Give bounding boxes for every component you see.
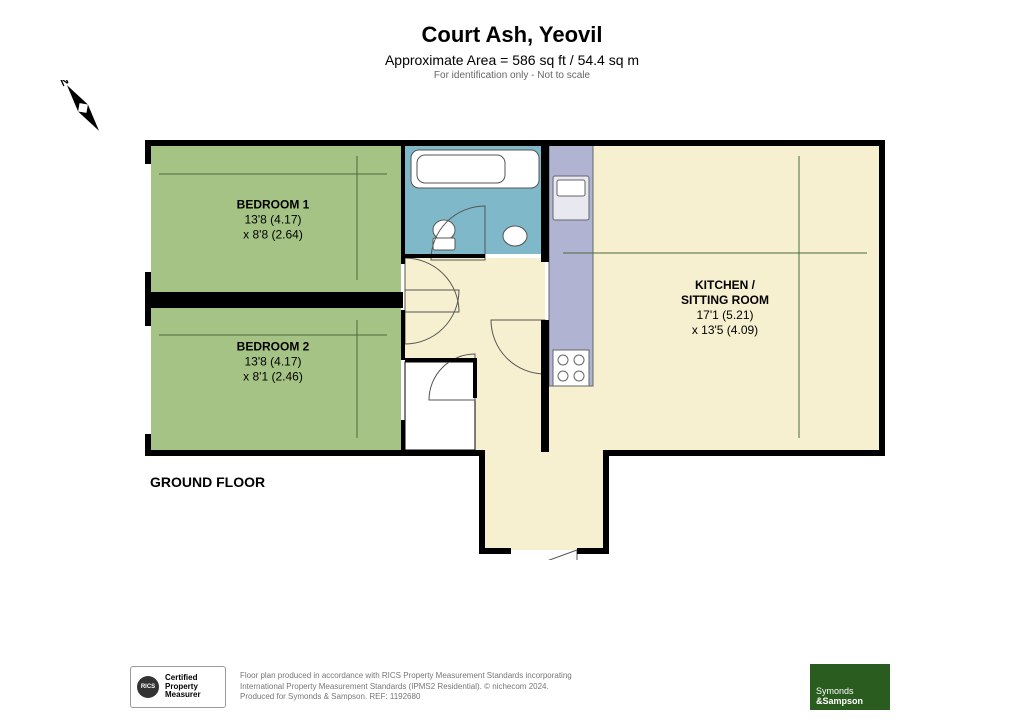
scale-note: For identification only - Not to scale xyxy=(0,70,1024,81)
page-title: Court Ash, Yeovil xyxy=(0,22,1024,48)
floor-label: GROUND FLOOR xyxy=(150,474,265,490)
disclaimer-text: Floor plan produced in accordance with R… xyxy=(240,671,796,702)
svg-text:N: N xyxy=(58,80,72,89)
rics-text: CertifiedPropertyMeasurer xyxy=(165,674,201,700)
brand-badge: Symonds &Sampson xyxy=(810,664,890,710)
floor-plan: BEDROOM 1 13'8 (4.17) x 8'8 (2.64) BEDRO… xyxy=(145,140,885,560)
header: Court Ash, Yeovil Approximate Area = 586… xyxy=(0,0,1024,81)
bedroom1-label: BEDROOM 1 13'8 (4.17) x 8'8 (2.64) xyxy=(237,198,310,243)
rics-logo-icon: RICS xyxy=(137,676,159,698)
rics-badge: RICS CertifiedPropertyMeasurer xyxy=(130,666,226,708)
kitchen-label: KITCHEN / SITTING ROOM 17'1 (5.21) x 13'… xyxy=(681,278,769,338)
bedroom2-label: BEDROOM 2 13'8 (4.17) x 8'1 (2.46) xyxy=(237,340,310,385)
compass-icon: N xyxy=(55,80,111,136)
area-subtitle: Approximate Area = 586 sq ft / 54.4 sq m xyxy=(0,52,1024,68)
footer: RICS CertifiedPropertyMeasurer Floor pla… xyxy=(130,664,890,710)
